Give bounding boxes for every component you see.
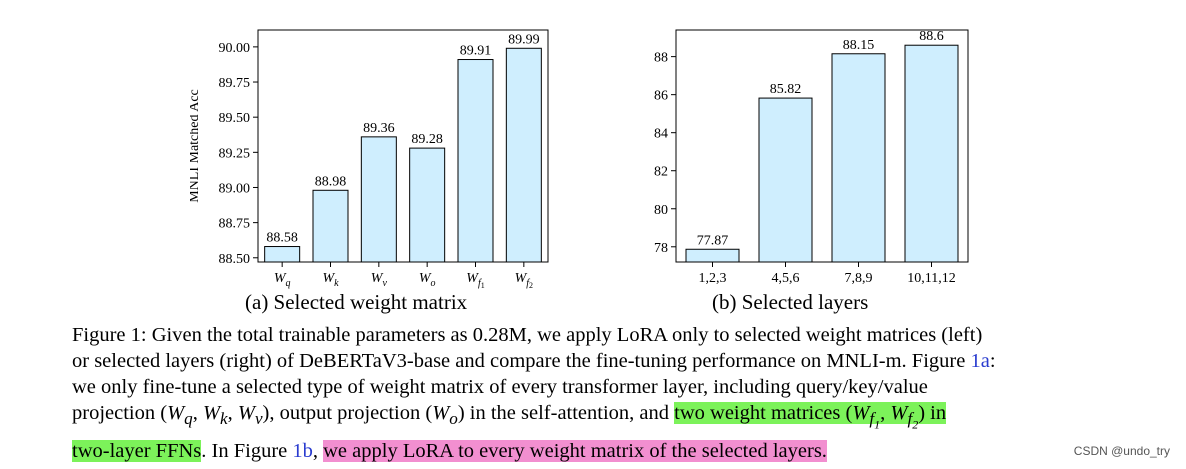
y-tick-label: 89.25 <box>219 146 251 161</box>
data-label: 77.87 <box>697 233 729 248</box>
highlight-green-1: two weight matrices (Wf1, Wf2) in <box>674 402 947 432</box>
y-tick-label: 80 <box>654 203 668 218</box>
y-tick-label: 86 <box>654 89 668 104</box>
math-wk: Wk <box>202 402 228 429</box>
x-tick-label: 1,2,3 <box>699 271 727 286</box>
bar <box>409 147 446 263</box>
data-label: 88.6 <box>919 29 944 44</box>
y-tick-label: 82 <box>654 165 668 180</box>
caption-text: , <box>312 439 324 462</box>
caption-line-3: we only fine-tune a selected type of wei… <box>72 376 928 398</box>
plot-frame <box>675 29 969 263</box>
math-wo: Wo <box>432 402 458 429</box>
y-tick-label: 78 <box>654 241 668 256</box>
figure-ref-1a[interactable]: 1a <box>970 350 990 372</box>
data-label: 89.36 <box>363 121 395 136</box>
x-tick-label: Wq <box>274 271 291 289</box>
data-label: 89.91 <box>460 44 492 59</box>
x-tick-label: Wv <box>371 271 388 289</box>
y-tick-label: 88.75 <box>219 217 251 232</box>
y-axis-label: MNLI Matched Acc <box>190 89 202 203</box>
bar <box>264 246 301 263</box>
caption-text: ), output projection ( <box>262 402 433 424</box>
bar <box>904 44 959 263</box>
y-tick-label: 89.00 <box>219 181 251 196</box>
plot-frame <box>257 29 549 263</box>
math-wv: Wv <box>237 402 263 429</box>
bar <box>457 59 494 263</box>
data-label: 88.15 <box>843 38 875 53</box>
caption-line-5: two-layer FFNs. In Figure 1b, we apply L… <box>72 438 1112 464</box>
figure-caption: Figure 1: Given the total trainable para… <box>72 322 1112 464</box>
chart-selected-layers: 78 80 82 84 86 88 77.87 1,2,3 85.82 4,5,6 88.15 7,8… <box>630 15 980 290</box>
y-tick-label: 89.75 <box>219 76 251 91</box>
math-wq: Wq <box>167 402 193 429</box>
bar <box>758 97 813 263</box>
x-tick-label: Wk <box>322 271 339 289</box>
caption-text: ) in the self-attention, and <box>457 402 675 424</box>
x-tick-label: Wf1 <box>466 271 484 290</box>
y-tick-label: 88 <box>654 51 668 66</box>
caption-line-4: projection (Wq, Wk, Wv), output projecti… <box>72 402 947 432</box>
y-tick-label: 88.50 <box>219 252 251 267</box>
caption-text: projection ( <box>72 402 168 424</box>
caption-line-2: or selected layers (right) of DeBERTaV3-… <box>72 348 1112 374</box>
data-label: 89.28 <box>411 132 443 147</box>
x-tick-label: 10,11,12 <box>907 271 955 286</box>
subcaption-b: (b) Selected layers <box>712 290 869 314</box>
caption-text: two weight matrices ( <box>674 402 853 424</box>
caption-text: : <box>989 350 996 372</box>
math-wf1: Wf1 <box>852 402 881 432</box>
caption-text: ) in <box>918 402 947 424</box>
highlight-green-2: two-layer FFNs <box>72 439 202 462</box>
data-label: 89.99 <box>508 32 540 47</box>
bar <box>360 136 397 263</box>
x-tick-label: 4,5,6 <box>772 271 800 286</box>
subcaption-a: (a) Selected weight matrix <box>245 290 468 314</box>
data-label: 85.82 <box>770 82 802 97</box>
bar <box>505 47 542 263</box>
math-wf2: Wf2 <box>890 402 919 432</box>
y-tick-label: 90.00 <box>219 41 251 56</box>
y-tick-label: 84 <box>654 127 668 142</box>
x-tick-label: Wf2 <box>515 271 533 290</box>
bar <box>685 248 740 263</box>
figure-ref-1b[interactable]: 1b <box>292 439 313 462</box>
chart-b-svg: 78 80 82 84 86 88 77.87 1,2,3 85.82 4,5,6 88.15 7,8… <box>654 29 969 286</box>
x-tick-label: 7,8,9 <box>845 271 873 286</box>
caption-line-1: Figure 1: Given the total trainable para… <box>72 324 983 346</box>
data-label: 88.58 <box>266 231 298 246</box>
caption-text: or selected layers (right) of DeBERTaV3-… <box>72 350 971 372</box>
caption-text: . In Figure <box>201 439 293 462</box>
y-tick-label: 89.50 <box>219 111 251 126</box>
bar <box>831 53 886 263</box>
data-label: 88.98 <box>315 174 347 189</box>
x-tick-label: Wo <box>419 271 436 289</box>
chart-a-svg: 88.50 88.75 89.00 89.25 89.50 89.75 90.00 88.58… <box>190 29 549 290</box>
bar <box>312 189 349 263</box>
highlight-pink: we apply LoRA to every weight matrix of … <box>323 439 827 462</box>
watermark: CSDN @undo_try <box>1073 444 1170 458</box>
chart-selected-weight-matrix: 88.50 88.75 89.00 89.25 89.50 89.75 90.00 88.58… <box>190 15 560 290</box>
